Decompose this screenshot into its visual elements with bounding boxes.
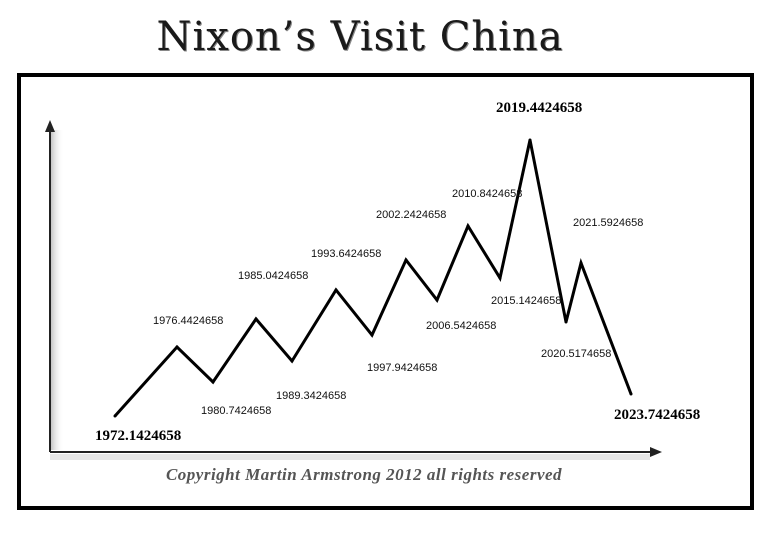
point-label: 2021.5924658 bbox=[573, 217, 643, 229]
copyright-text: Copyright Martin Armstrong 2012 all righ… bbox=[166, 465, 562, 484]
turning-point-low bbox=[370, 333, 374, 337]
point-label: 1985.0424658 bbox=[238, 270, 308, 282]
turning-point-high bbox=[254, 317, 258, 321]
turning-point-high bbox=[528, 138, 532, 142]
point-label: 2015.1424658 bbox=[491, 295, 561, 307]
x-axis-arrow-icon bbox=[650, 447, 662, 457]
point-label: 1980.7424658 bbox=[201, 405, 271, 417]
point-label: 1993.6424658 bbox=[311, 248, 381, 260]
point-label: 1989.3424658 bbox=[276, 390, 346, 402]
point-label: 2023.7424658 bbox=[614, 407, 700, 423]
turning-point-high bbox=[579, 261, 583, 265]
turning-point-high bbox=[175, 345, 179, 349]
x-axis-shadow bbox=[50, 454, 650, 460]
point-label: 2010.8424658 bbox=[452, 188, 522, 200]
point-label: 2006.5424658 bbox=[426, 320, 496, 332]
turning-point-low bbox=[290, 359, 294, 363]
turning-point-high bbox=[334, 288, 338, 292]
y-axis-arrow-icon bbox=[45, 120, 55, 132]
turning-point-low bbox=[113, 414, 117, 418]
turning-point-low bbox=[629, 392, 633, 396]
chart-title: Nixon’s Visit China bbox=[156, 14, 564, 60]
turning-point-low bbox=[435, 298, 439, 302]
turning-point-low bbox=[564, 320, 568, 324]
series-line bbox=[113, 139, 633, 418]
point-label: 1997.9424658 bbox=[367, 362, 437, 374]
point-labels: 1972.1424658 1976.4424658 1980.7424658 1985… bbox=[95, 100, 700, 444]
point-label: 2019.4424658 bbox=[496, 100, 582, 116]
point-label: 2020.5174658 bbox=[541, 348, 611, 360]
point-label: 2002.2424658 bbox=[376, 209, 446, 221]
turning-point-low bbox=[211, 380, 215, 384]
point-label: 1976.4424658 bbox=[153, 315, 223, 327]
axis-shadow bbox=[50, 130, 64, 450]
turning-point-high bbox=[404, 258, 408, 262]
turning-point-high bbox=[466, 224, 470, 228]
point-label: 1972.1424658 bbox=[95, 428, 181, 444]
chart-frame bbox=[17, 73, 754, 510]
turning-point-low bbox=[498, 276, 502, 280]
